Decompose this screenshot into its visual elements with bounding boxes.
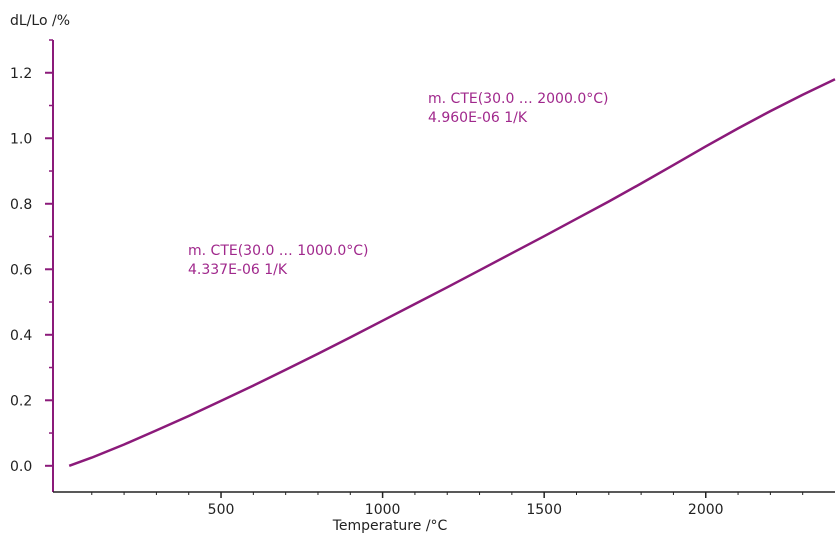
cte-annotation-line: m. CTE(30.0 … 1000.0°C) (188, 243, 368, 259)
series-group (68, 78, 836, 467)
y-ticks: 0.0 0.2 0.4 0.6 0.8 1.0 1.2 (10, 39, 53, 475)
y-axis-label: dL/Lo /% (10, 13, 70, 29)
x-tick-label: 500 (208, 502, 235, 518)
series-line (68, 78, 836, 467)
x-ticks: 500 1000 1500 2000 (91, 492, 804, 518)
y-tick-label: 1.0 (10, 131, 32, 147)
y-tick-label: 0.4 (10, 328, 32, 344)
cte-annotation-line: m. CTE(30.0 … 2000.0°C) (428, 91, 608, 107)
x-tick-label: 1000 (365, 502, 401, 518)
cte-annotation-line: 4.337E-06 1/K (188, 262, 288, 278)
y-tick-label: 0.0 (10, 459, 32, 475)
y-tick-label: 0.8 (10, 197, 32, 213)
cte-annotation-line: 4.960E-06 1/K (428, 110, 528, 126)
x-axis-label: Temperature /°C (332, 518, 448, 534)
y-tick-label: 0.2 (10, 393, 32, 409)
annotations: m. CTE(30.0 … 1000.0°C) 4.337E-06 1/K m. C… (188, 91, 608, 278)
axes (52, 40, 835, 493)
y-tick-label: 1.2 (10, 66, 32, 82)
x-tick-label: 1500 (526, 502, 562, 518)
x-tick-label: 2000 (688, 502, 724, 518)
y-tick-label: 0.6 (10, 262, 32, 278)
